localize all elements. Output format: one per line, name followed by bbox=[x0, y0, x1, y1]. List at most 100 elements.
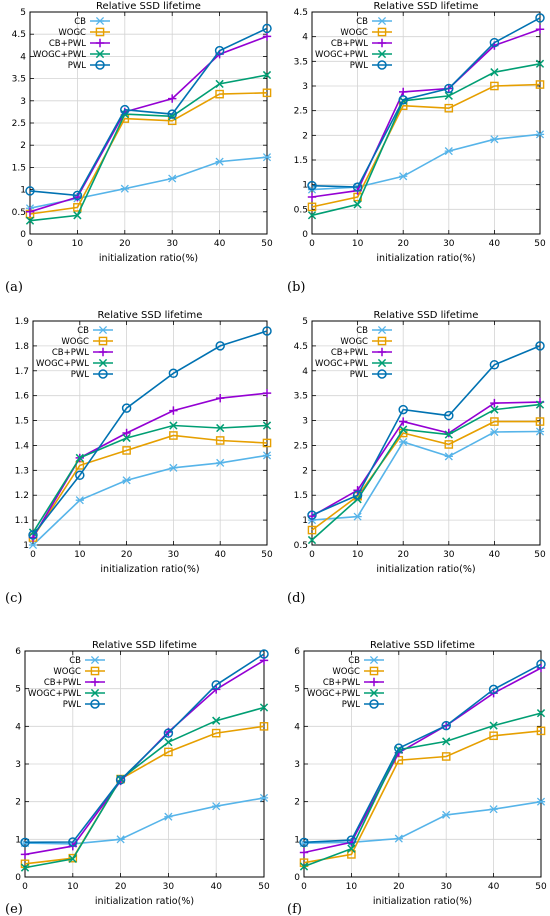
data-point bbox=[307, 525, 317, 535]
data-point bbox=[215, 79, 224, 89]
data-point bbox=[20, 837, 30, 848]
data-point bbox=[490, 398, 499, 408]
legend-marker bbox=[377, 16, 387, 26]
legend-marker bbox=[95, 60, 105, 70]
y-tick-label: 0.5 bbox=[12, 208, 26, 218]
x-tick-label: 20 bbox=[119, 239, 131, 249]
series-line bbox=[24, 797, 265, 845]
legend-marker bbox=[98, 369, 108, 379]
data-point bbox=[536, 709, 546, 718]
series-line bbox=[303, 712, 542, 868]
data-point bbox=[535, 13, 545, 23]
data-point bbox=[211, 680, 221, 690]
data-point bbox=[307, 211, 317, 220]
legend-marker bbox=[90, 677, 100, 687]
y-tick-label: 5 bbox=[20, 8, 26, 18]
legend-label: WOGC+PWL bbox=[315, 359, 368, 369]
legend-label: CB+PWL bbox=[49, 39, 86, 49]
legend-marker bbox=[377, 49, 387, 59]
series-line bbox=[32, 434, 268, 538]
x-tick-label: 10 bbox=[346, 882, 358, 892]
legend-marker bbox=[377, 325, 387, 335]
data-point bbox=[262, 388, 272, 398]
data-point bbox=[398, 404, 408, 415]
series-line bbox=[311, 403, 541, 541]
series-line bbox=[311, 83, 541, 208]
data-point bbox=[346, 835, 357, 845]
x-tick-label: 30 bbox=[163, 882, 175, 892]
x-tick-label: 10 bbox=[72, 239, 84, 249]
panel-label: (d) bbox=[287, 591, 305, 606]
data-point bbox=[215, 157, 224, 166]
x-axis-label: initialization ratio(%) bbox=[95, 896, 194, 907]
data-point bbox=[75, 496, 84, 505]
legend-marker bbox=[369, 655, 379, 665]
data-point bbox=[489, 721, 498, 730]
plot-frame bbox=[311, 11, 541, 235]
panel-label: (c) bbox=[5, 591, 22, 606]
legend-label: PWL bbox=[350, 370, 369, 380]
y-tick-label: 1.8 bbox=[15, 342, 30, 352]
legend-label: PWL bbox=[342, 700, 361, 710]
x-tick-label: 20 bbox=[397, 550, 409, 560]
data-point bbox=[20, 863, 30, 872]
data-point bbox=[25, 186, 35, 196]
data-point bbox=[75, 453, 84, 463]
y-tick-label: 4 bbox=[20, 52, 26, 62]
data-point bbox=[28, 530, 38, 540]
chart-panel: 0.511.522.533.544.550 10 20 30 40 50Relative … bbox=[287, 310, 546, 606]
series-line bbox=[32, 330, 268, 536]
x-axis-label: initialization ratio(%) bbox=[373, 896, 472, 907]
data-point bbox=[262, 326, 272, 336]
data-point bbox=[307, 192, 317, 202]
y-tick-label: 3 bbox=[302, 417, 308, 427]
chart-title: Relative SSD lifetime bbox=[370, 640, 475, 651]
legend-label: CB bbox=[69, 656, 81, 666]
data-point bbox=[299, 837, 309, 848]
data-point bbox=[262, 451, 272, 460]
data-point bbox=[442, 810, 451, 819]
legend-marker bbox=[377, 27, 387, 37]
chart-title: Relative SSD lifetime bbox=[374, 1, 479, 12]
legend-marker bbox=[377, 38, 387, 48]
legend-marker bbox=[90, 699, 100, 709]
x-tick-label: 20 bbox=[393, 882, 405, 892]
y-tick-label: 3 bbox=[20, 97, 26, 107]
chart-panel: 0 1 2 3 4 5 6 0 10 20 30 40 50 Relative SSD lifetime i… bbox=[5, 640, 270, 916]
data-point bbox=[122, 433, 131, 443]
data-point bbox=[444, 440, 454, 449]
data-point bbox=[164, 747, 173, 757]
data-point bbox=[535, 427, 545, 436]
data-point bbox=[262, 32, 272, 41]
x-tick-label: 30 bbox=[443, 239, 455, 249]
data-point bbox=[352, 182, 363, 192]
x-tick-label: 50 bbox=[261, 550, 273, 560]
data-point bbox=[444, 103, 454, 113]
data-point bbox=[120, 184, 129, 193]
series-line bbox=[24, 706, 265, 869]
legend-marker bbox=[95, 38, 105, 48]
data-point bbox=[535, 417, 545, 426]
legend-label: CB bbox=[356, 326, 368, 336]
legend-marker bbox=[369, 688, 379, 698]
series-line bbox=[29, 92, 268, 215]
legend-marker bbox=[377, 60, 387, 70]
series-line bbox=[32, 454, 268, 546]
y-tick-label: 5 bbox=[15, 685, 21, 695]
y-tick-label: 4.5 bbox=[12, 30, 26, 40]
data-point bbox=[535, 130, 545, 139]
series-line bbox=[311, 28, 541, 198]
legend-label: WOGC+PWL bbox=[36, 359, 89, 369]
data-point bbox=[262, 23, 272, 34]
x-tick-label: 0 bbox=[27, 239, 33, 249]
data-point bbox=[536, 726, 546, 736]
x-tick-label: 20 bbox=[115, 882, 127, 892]
data-point bbox=[167, 109, 177, 119]
data-point bbox=[262, 438, 272, 448]
y-tick-label: 2 bbox=[302, 466, 308, 476]
data-point bbox=[122, 446, 131, 455]
